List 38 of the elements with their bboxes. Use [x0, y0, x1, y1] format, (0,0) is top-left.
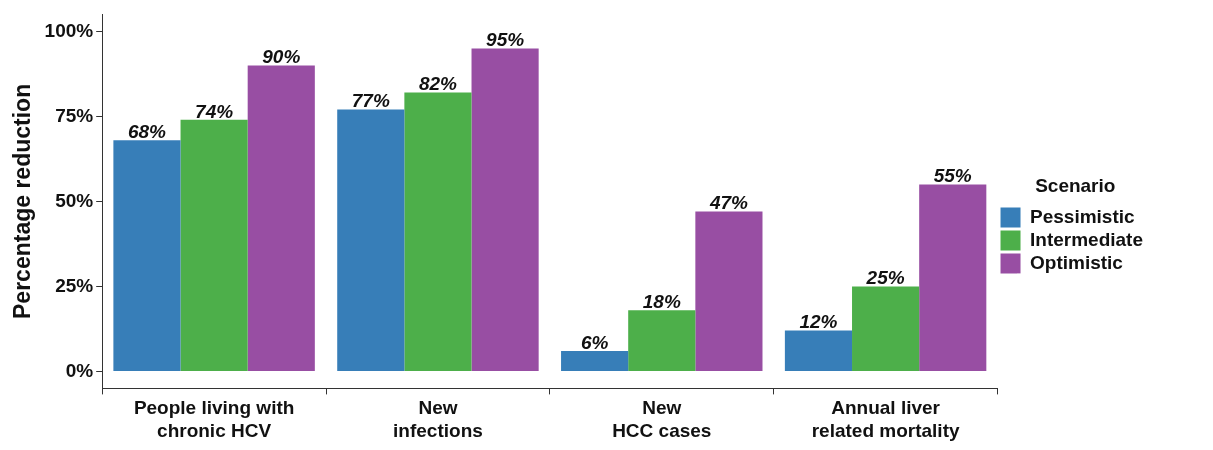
- bar: [113, 140, 181, 371]
- bar: [852, 286, 920, 371]
- bar: [628, 310, 696, 371]
- data-label: 68%: [127, 120, 167, 142]
- bar: [180, 119, 248, 371]
- bar: [337, 109, 405, 371]
- legend-label: Optimistic: [1030, 251, 1124, 273]
- bar: [919, 184, 987, 371]
- bar: [247, 65, 315, 371]
- y-tick-label: 0%: [65, 359, 94, 381]
- y-tick-label: 75%: [55, 104, 94, 126]
- y-tick-label: 25%: [55, 274, 94, 296]
- data-label: 12%: [799, 311, 838, 333]
- legend-label: Intermediate: [1030, 228, 1143, 250]
- data-label: 18%: [642, 290, 681, 312]
- data-label: 77%: [351, 90, 390, 112]
- bar: [784, 330, 853, 371]
- x-tick-label: People living with chronic HCV: [133, 397, 295, 441]
- data-label: 82%: [418, 73, 458, 95]
- data-label: 55%: [933, 165, 972, 187]
- data-label: 95%: [486, 29, 525, 51]
- y-tick-label: 100%: [44, 19, 94, 41]
- bar: [695, 211, 763, 371]
- data-label: 25%: [865, 267, 905, 289]
- data-label: 90%: [262, 46, 301, 68]
- data-label: 47%: [708, 192, 749, 214]
- legend-label: Pessimistic: [1030, 205, 1136, 227]
- bar: [561, 351, 629, 371]
- data-label: 74%: [195, 100, 234, 122]
- x-tick-label: Annual liver related mortality: [811, 397, 960, 441]
- bar: [404, 92, 472, 371]
- data-label: 6%: [580, 331, 609, 353]
- y-tick-label: 50%: [55, 189, 94, 211]
- legend-title: Scenario: [1035, 175, 1116, 197]
- y-axis-title: Percentage reduction: [9, 83, 36, 319]
- bar: [471, 48, 539, 371]
- x-tick-label: New HCC cases: [612, 397, 712, 441]
- x-tick-label: New infections: [393, 397, 483, 441]
